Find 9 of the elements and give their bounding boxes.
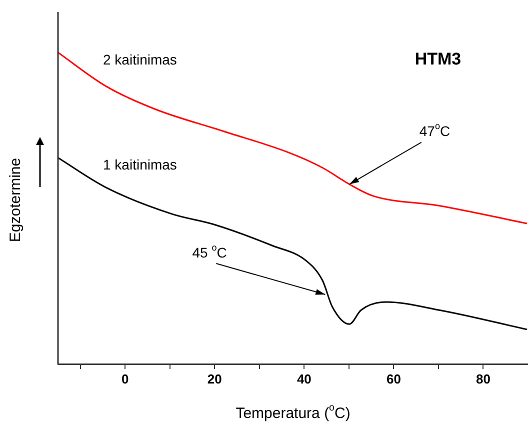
x-tick-label: 40 (296, 371, 312, 386)
series-label: 1 kaitinimas (103, 156, 177, 173)
series-label: 2 kaitinimas (103, 51, 177, 68)
x-tick-label: 80 (476, 371, 490, 386)
chart-title: HTM3 (414, 50, 462, 69)
y-axis-title: Egzotermine (7, 158, 24, 242)
x-tick-label: 0 (122, 371, 129, 386)
x-tick-label: 60 (386, 371, 401, 386)
x-tick-label: 20 (207, 371, 222, 386)
